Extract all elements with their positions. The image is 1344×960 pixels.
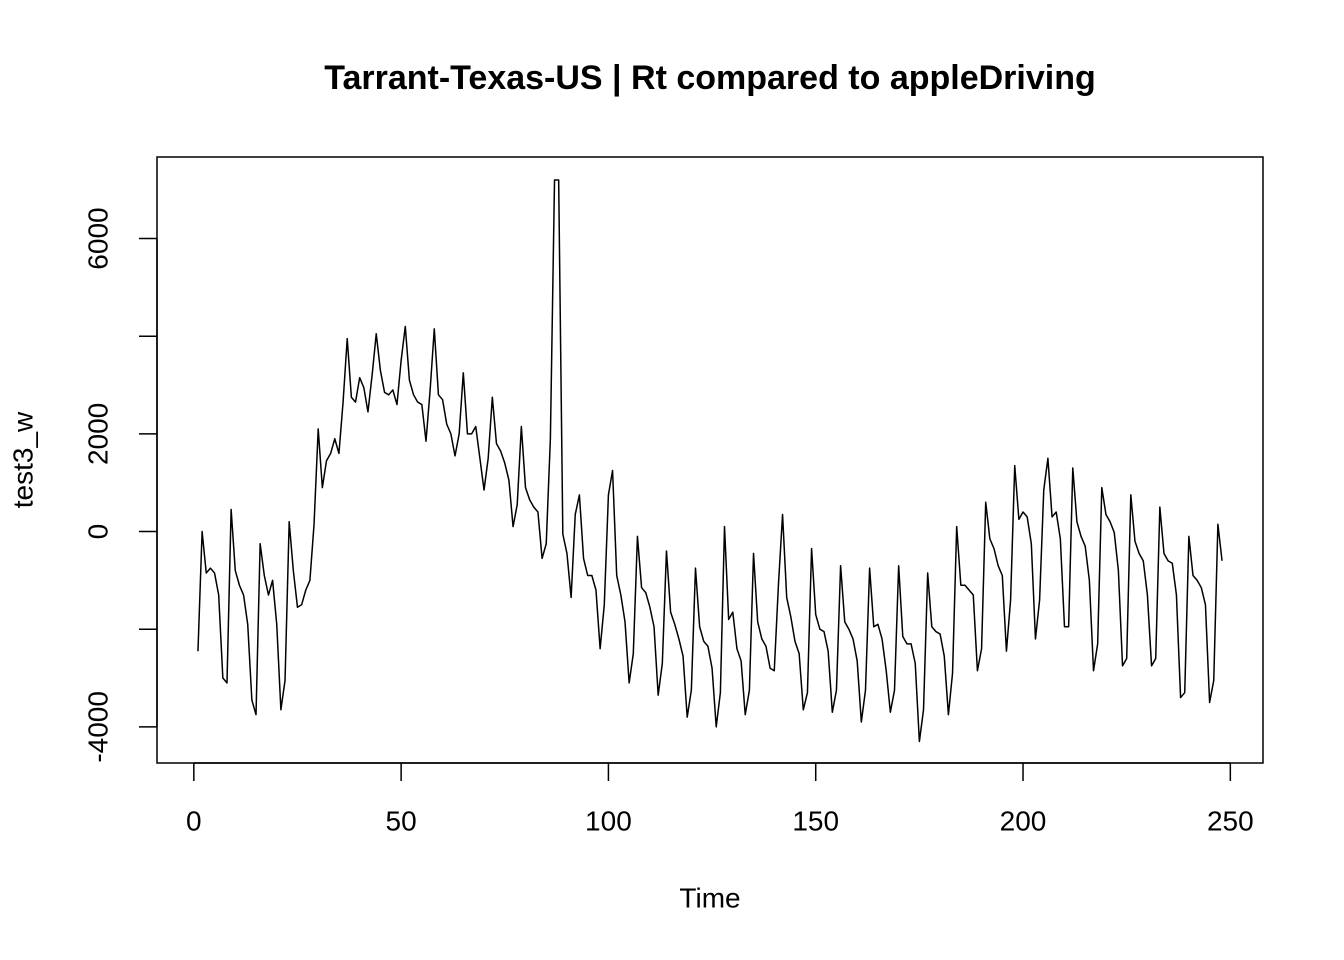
x-tick-label: 150 (792, 805, 839, 836)
x-tick-label: 250 (1207, 805, 1254, 836)
x-tick-label: 0 (186, 805, 202, 836)
y-tick-label: 0 (82, 524, 113, 540)
y-tick-label: 2000 (82, 403, 113, 465)
x-tick-label: 100 (585, 805, 632, 836)
series-line (197, 179, 1223, 743)
y-tick-label: 6000 (82, 207, 113, 269)
x-tick-label: 50 (386, 805, 417, 836)
chart-title: Tarrant-Texas-US | Rt compared to appleD… (324, 59, 1096, 97)
y-axis-label: test3_w (7, 411, 38, 508)
x-axis-label: Time (679, 882, 740, 913)
x-tick-label: 200 (1000, 805, 1047, 836)
y-tick-label: -4000 (82, 691, 113, 763)
